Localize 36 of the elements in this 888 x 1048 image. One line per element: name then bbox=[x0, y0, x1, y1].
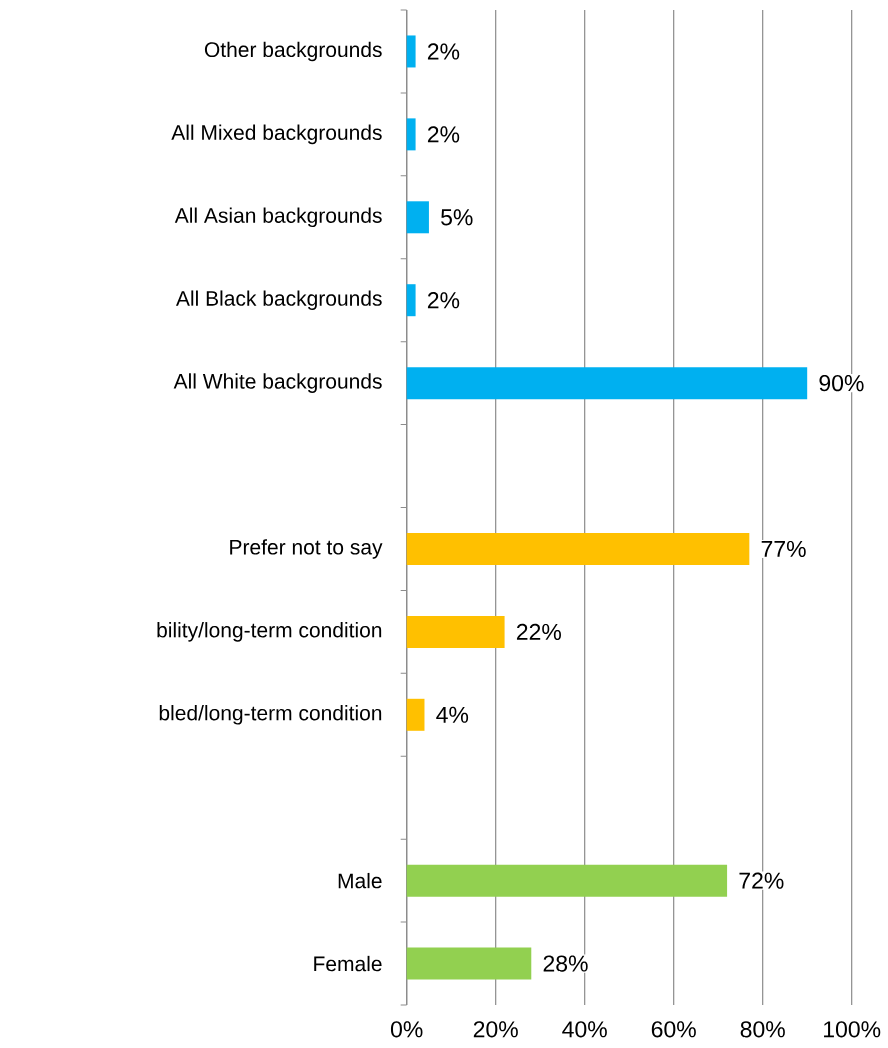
x-tick-label: 0% bbox=[391, 1021, 423, 1038]
data-label: 2% bbox=[428, 43, 460, 60]
data-label: 90% bbox=[819, 374, 864, 392]
bar bbox=[406, 118, 416, 151]
bar bbox=[406, 201, 430, 234]
data-label: 2% bbox=[428, 292, 460, 309]
bar bbox=[406, 947, 532, 980]
bar bbox=[406, 532, 750, 565]
data-label: 5% bbox=[441, 209, 473, 226]
bar bbox=[406, 615, 505, 648]
data-label: 28% bbox=[543, 955, 588, 972]
data-label: 77% bbox=[761, 540, 806, 558]
y-tick-label: Other backgrounds bbox=[205, 41, 382, 62]
x-tick-label: 40% bbox=[562, 1021, 608, 1038]
y-tick-label: All Asian backgrounds bbox=[174, 207, 382, 228]
data-label: 2% bbox=[428, 126, 460, 143]
y-tick-label: bility/long-term condition bbox=[157, 622, 382, 642]
y-tick-label: Female bbox=[314, 955, 382, 972]
x-tick-label: 20% bbox=[473, 1021, 519, 1038]
bar bbox=[406, 284, 416, 317]
x-tick-label: 100% bbox=[824, 1021, 881, 1038]
y-tick-label: Prefer not to say bbox=[230, 539, 383, 559]
data-label: 72% bbox=[739, 872, 784, 889]
y-tick-label: All White backgrounds bbox=[173, 373, 382, 393]
x-tick-label: 80% bbox=[740, 1021, 786, 1038]
bar bbox=[406, 35, 416, 68]
bar bbox=[406, 864, 728, 897]
data-label: 22% bbox=[517, 623, 562, 640]
bar bbox=[406, 367, 808, 400]
y-tick-label: All Black backgrounds bbox=[176, 290, 382, 310]
y-tick-label: All Mixed backgrounds bbox=[171, 124, 382, 145]
y-tick-label: Male bbox=[338, 872, 382, 889]
bar bbox=[406, 698, 425, 731]
data-label: 4% bbox=[436, 706, 469, 723]
x-tick-label: 60% bbox=[651, 1021, 697, 1038]
y-tick-label: bled/long-term condition bbox=[159, 705, 382, 725]
